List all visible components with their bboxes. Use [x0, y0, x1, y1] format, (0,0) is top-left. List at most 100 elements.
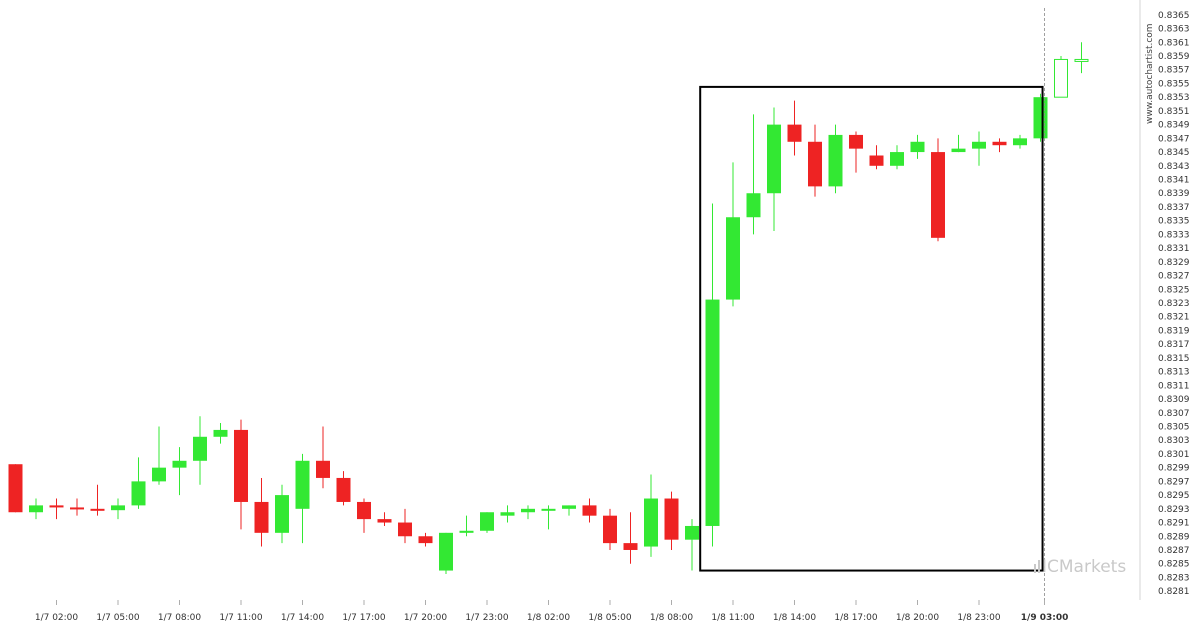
candle-body — [992, 141, 1007, 146]
candle-body — [910, 141, 925, 153]
y-tick-label: 0.8309 — [1158, 395, 1190, 405]
candle-body — [972, 141, 986, 149]
y-tick-label: 0.8349 — [1158, 121, 1190, 131]
y-tick-label: 0.8353 — [1158, 93, 1190, 103]
y-tick-label: 0.8363 — [1158, 25, 1190, 35]
candle-body — [849, 134, 863, 149]
candle-body — [459, 530, 474, 533]
candle-body — [131, 481, 146, 506]
x-tick-label: 1/7 02:00 — [35, 613, 79, 623]
y-tick-label: 0.8343 — [1158, 162, 1190, 172]
y-tick-label: 0.8327 — [1158, 272, 1190, 282]
x-tick-label: 1/8 23:00 — [957, 613, 1001, 623]
y-tick-label: 0.8297 — [1158, 477, 1190, 487]
x-tick-label: 1/9 03:00 — [1021, 613, 1069, 623]
candle-body — [787, 124, 802, 142]
y-axis: 0.8281 0.8283 0.8285 0.8287 0.8289 0.8291 0.82… — [1139, 0, 1190, 600]
candle-body — [213, 429, 228, 437]
x-tick-label: 1/8 08:00 — [650, 613, 694, 623]
y-tick-label: 0.8321 — [1158, 313, 1190, 323]
candle-body — [70, 507, 84, 510]
y-tick-label: 0.8325 — [1158, 285, 1190, 295]
candle-body — [828, 134, 843, 187]
candle-body — [931, 152, 945, 238]
y-tick-label: 0.8351 — [1158, 107, 1190, 117]
y-tick-label: 0.8359 — [1158, 52, 1190, 62]
candle-body — [172, 460, 187, 468]
x-tick-label: 1/7 08:00 — [158, 613, 202, 623]
x-tick-label: 1/7 20:00 — [404, 613, 448, 623]
y-tick-label: 0.8337 — [1158, 203, 1190, 213]
highlight-box-layer — [699, 8, 1045, 600]
candle-body — [705, 299, 720, 526]
y-tick-label: 0.8299 — [1158, 464, 1190, 474]
y-tick-label: 0.8361 — [1158, 38, 1190, 48]
y-tick-label: 0.8293 — [1158, 505, 1190, 515]
y-tick-label: 0.8331 — [1158, 244, 1190, 254]
candle-body — [29, 505, 43, 513]
x-tick-label: 1/7 14:00 — [281, 613, 325, 623]
x-tick-label: 1/8 17:00 — [834, 613, 878, 623]
candle-body — [541, 508, 556, 511]
y-tick-label: 0.8315 — [1158, 354, 1190, 364]
candle-body — [439, 532, 453, 571]
y-tick-label: 0.8285 — [1158, 560, 1190, 570]
candle-body — [582, 505, 597, 516]
candle-body — [336, 477, 351, 502]
y-tick-label: 0.8307 — [1158, 409, 1190, 419]
y-tick-label: 0.8355 — [1158, 79, 1190, 89]
candle-body — [951, 148, 966, 153]
candle-body — [890, 152, 904, 166]
y-tick-label: 0.8329 — [1158, 258, 1190, 268]
candle-body — [869, 155, 884, 166]
y-tick-label: 0.8317 — [1158, 340, 1190, 350]
candle-body — [1074, 58, 1089, 62]
candle-body — [49, 505, 64, 508]
x-tick-label: 1/7 11:00 — [219, 613, 263, 623]
y-tick-label: 0.8319 — [1158, 326, 1190, 336]
candle-body — [623, 543, 638, 550]
y-tick-label: 0.8345 — [1158, 148, 1190, 158]
y-tick-label: 0.8339 — [1158, 189, 1190, 199]
candles — [8, 42, 1089, 574]
y-tick-label: 0.8357 — [1158, 66, 1190, 76]
candle-body — [377, 519, 392, 523]
x-axis: 1/7 02:00 1/7 05:00 1/7 08:00 1/7 11:00 1/7 … — [35, 600, 1069, 623]
candle-body — [746, 193, 761, 218]
candle-body — [480, 512, 494, 531]
candle-body — [295, 460, 310, 509]
x-tick-label: 1/8 02:00 — [527, 613, 571, 623]
candle-body — [603, 515, 617, 544]
x-tick-label: 1/8 14:00 — [773, 613, 817, 623]
y-tick-label: 0.8365 — [1158, 11, 1190, 21]
x-tick-label: 1/7 23:00 — [465, 613, 509, 623]
candle-body — [193, 436, 207, 461]
y-tick-label: 0.8289 — [1158, 532, 1190, 542]
candle-body — [234, 429, 248, 502]
candle-body — [254, 501, 269, 533]
x-tick-label: 1/8 05:00 — [588, 613, 632, 623]
y-tick-label: 0.8341 — [1158, 176, 1190, 186]
candle-body — [685, 525, 699, 540]
y-tick-label: 0.8347 — [1158, 134, 1190, 144]
y-tick-label: 0.8323 — [1158, 299, 1190, 309]
candle-body — [152, 467, 166, 482]
candle-body — [275, 495, 289, 533]
candle-body — [726, 217, 740, 300]
x-tick-label: 1/7 05:00 — [96, 613, 140, 623]
y-tick-label: 0.8305 — [1158, 422, 1190, 432]
brand-logo: ICMarkets — [1034, 557, 1126, 577]
x-tick-label: 1/8 11:00 — [711, 613, 755, 623]
x-tick-label: 1/8 20:00 — [896, 613, 940, 623]
candle-body — [357, 501, 371, 520]
y-tick-label: 0.8303 — [1158, 436, 1190, 446]
candle-body — [664, 498, 679, 540]
watermark-text: www.autochartist.com — [1145, 23, 1155, 124]
candle-body — [90, 508, 105, 511]
y-tick-label: 0.8333 — [1158, 230, 1190, 240]
candle-body — [808, 141, 822, 187]
candle-body — [644, 498, 658, 547]
candle-body — [398, 522, 412, 537]
